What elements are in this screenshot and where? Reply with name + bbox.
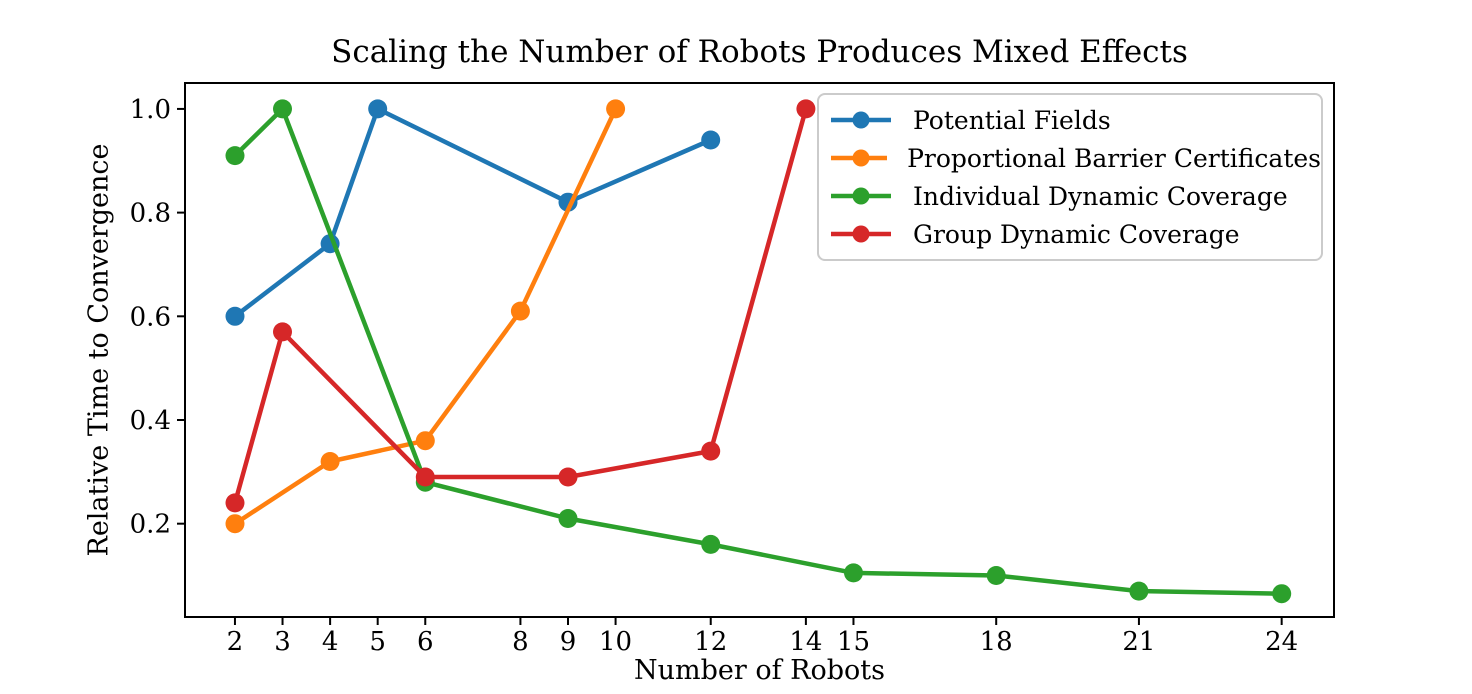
legend-marker-potential-fields (831, 111, 891, 129)
y-tick-label: 1.0 (130, 95, 171, 125)
series-point-potential-fields (225, 306, 245, 326)
series-point-individual-dynamic-coverage (225, 146, 245, 166)
series-point-group-dynamic-coverage (558, 467, 578, 487)
legend-label: Individual Dynamic Coverage (913, 181, 1288, 211)
legend-marker-individual-dynamic-coverage (831, 187, 891, 205)
series-point-group-dynamic-coverage (225, 493, 245, 513)
x-axis-label: Number of Robots (633, 655, 886, 686)
legend-label: Potential Fields (913, 105, 1111, 135)
x-tick-label: 24 (1265, 627, 1298, 657)
series-point-individual-dynamic-coverage (1129, 581, 1149, 601)
y-tick-label: 0.4 (130, 406, 171, 436)
series-point-individual-dynamic-coverage (273, 99, 292, 119)
y-tick-label: 0.8 (130, 199, 171, 229)
series-point-group-dynamic-coverage (273, 322, 292, 342)
y-tick-label: 0.2 (130, 510, 171, 540)
legend-item-potential-fields: Potential Fields (819, 101, 1321, 139)
series-point-group-dynamic-coverage (415, 467, 435, 487)
x-tick-label: 8 (512, 627, 529, 657)
x-tick-label: 5 (369, 627, 386, 657)
legend-dot-icon (852, 187, 870, 205)
legend-marker-proportional-barrier-certificates (831, 149, 888, 167)
legend-label: Group Dynamic Coverage (913, 219, 1240, 249)
legend-dot-icon (852, 149, 870, 167)
series-point-individual-dynamic-coverage (701, 534, 721, 554)
series-point-group-dynamic-coverage (701, 441, 721, 461)
x-tick-label: 3 (274, 627, 291, 657)
x-tick-label: 18 (980, 627, 1013, 657)
x-tick-label: 6 (417, 627, 434, 657)
x-tick-label: 4 (322, 627, 339, 657)
x-tick-label: 10 (599, 627, 632, 657)
series-point-potential-fields (701, 130, 721, 150)
x-tick-label: 21 (1122, 627, 1155, 657)
x-tick-label: 14 (789, 627, 822, 657)
legend-item-individual-dynamic-coverage: Individual Dynamic Coverage (819, 177, 1321, 215)
x-tick-label: 12 (694, 627, 727, 657)
y-tick-label: 0.6 (130, 302, 171, 332)
series-point-individual-dynamic-coverage (844, 563, 863, 583)
legend-item-group-dynamic-coverage: Group Dynamic Coverage (819, 215, 1321, 253)
x-tick-label: 9 (560, 627, 577, 657)
legend-dot-icon (852, 225, 870, 243)
legend-marker-group-dynamic-coverage (831, 225, 891, 243)
series-line-potential-fields (233, 106, 712, 319)
series-point-individual-dynamic-coverage (1272, 584, 1292, 604)
series-point-proportional-barrier-certificates (225, 514, 245, 534)
legend: Potential Fields Proportional Barrier Cer… (817, 93, 1323, 261)
legend-dot-icon (852, 111, 870, 129)
legend-label: Proportional Barrier Certificates (907, 143, 1321, 173)
series-line-proportional-barrier-certificates (233, 107, 618, 526)
series-point-individual-dynamic-coverage (986, 566, 1006, 585)
legend-item-proportional-barrier-certificates: Proportional Barrier Certificates (819, 139, 1321, 177)
series-point-proportional-barrier-certificates (320, 452, 340, 471)
axes-frame (184, 82, 1335, 618)
series-point-proportional-barrier-certificates (415, 431, 435, 451)
series-point-group-dynamic-coverage (796, 99, 816, 119)
y-axis-label: Relative Time to Convergence (83, 143, 115, 557)
series-line-group-dynamic-coverage (232, 108, 809, 504)
series-point-proportional-barrier-certificates (606, 99, 626, 119)
x-tick-label: 15 (837, 627, 870, 657)
series-point-proportional-barrier-certificates (510, 301, 530, 321)
series-point-potential-fields (368, 99, 388, 119)
chart-title: Scaling the Number of Robots Produces Mi… (331, 34, 1188, 70)
x-tick-label: 2 (227, 627, 244, 657)
series-point-individual-dynamic-coverage (558, 509, 578, 528)
